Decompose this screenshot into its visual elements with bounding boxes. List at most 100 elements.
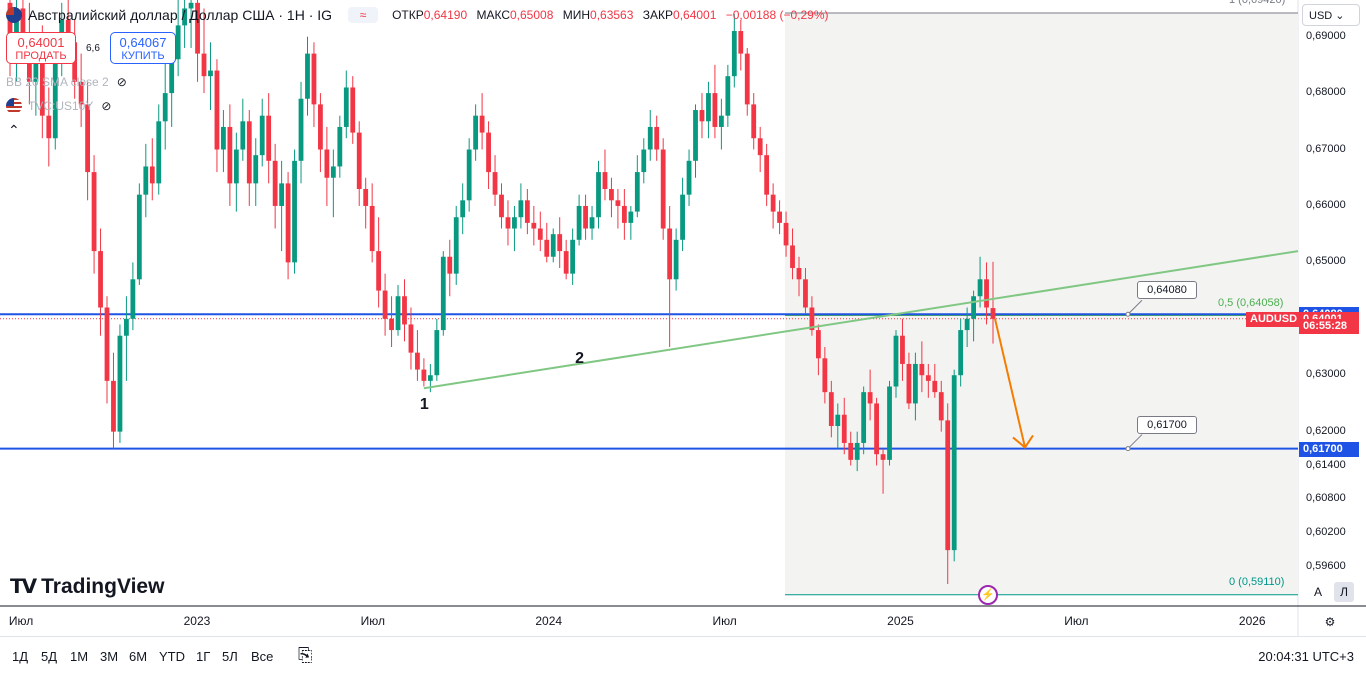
candle-body (65, 19, 71, 43)
candle-body (85, 104, 91, 173)
candle-body (589, 217, 595, 229)
candle-body (893, 335, 899, 387)
candle-body (227, 126, 233, 184)
candle-body (156, 121, 162, 184)
calendar-range-icon[interactable]: ⎘ (298, 645, 313, 665)
candle-body (20, 8, 26, 37)
tf-1d[interactable]: 1Д (12, 649, 29, 664)
auto-scale-button[interactable]: A (1313, 585, 1322, 599)
candle-body (214, 70, 220, 150)
eye-hidden-icon[interactable]: ⊘ (101, 99, 112, 113)
candle-body (731, 31, 737, 77)
y-tick-label: 0,59600 (1306, 560, 1346, 573)
candle-body (880, 454, 886, 460)
candle-body (596, 172, 601, 218)
candle-body (369, 205, 375, 252)
tf-6m[interactable]: 6М (129, 649, 148, 664)
candle-body (253, 155, 259, 184)
x-tick-label: 2026 (1238, 614, 1266, 628)
ohlc-open-value: 0,64190 (423, 8, 468, 22)
candle-body (583, 205, 588, 229)
candle-body (912, 363, 918, 404)
tradingview-logo-text: TradingView (41, 574, 165, 598)
utc-clock[interactable]: 20:04:31 UTC+3 (1258, 649, 1354, 664)
candle-body (576, 205, 582, 240)
candle-body (447, 256, 453, 274)
candle-body (350, 87, 356, 133)
candle-body (938, 392, 944, 421)
candle-body (693, 110, 698, 161)
candle-body (434, 330, 440, 376)
candle-body (680, 194, 685, 240)
candle-body (305, 53, 310, 99)
candle-body (945, 420, 951, 551)
chart-header: Австралийский доллар / Доллар США · 1H ·… (6, 6, 835, 24)
candle-body (906, 363, 912, 404)
candle-body (984, 279, 989, 308)
candle-body (725, 76, 731, 116)
candle-body (311, 53, 317, 105)
candle-body (841, 414, 847, 443)
candle-body (570, 239, 576, 274)
buy-button[interactable]: 0,64067 КУПИТЬ (110, 32, 176, 64)
candle-body (492, 172, 498, 195)
y-tick-label: 0,67000 (1306, 142, 1346, 155)
chevron-up-icon[interactable]: ⌃ (8, 122, 20, 138)
tf-3m[interactable]: 3М (100, 649, 119, 664)
tf-5d[interactable]: 5Д (41, 649, 58, 664)
y-tick-label: 0,63000 (1306, 368, 1346, 381)
candle-body (544, 239, 550, 257)
log-scale-button[interactable]: Л (1334, 582, 1354, 602)
symbol-title[interactable]: Австралийский доллар / Доллар США · 1H ·… (28, 7, 333, 23)
candle-body (777, 211, 782, 223)
tf-1m[interactable]: 1М (70, 649, 89, 664)
tf-1y[interactable]: 1Г (196, 649, 211, 664)
tf-all[interactable]: Все (251, 649, 274, 664)
fib-label-05: 0,5 (0,64058) (1218, 296, 1284, 309)
eye-hidden-icon[interactable]: ⊘ (116, 75, 127, 89)
candle-body (848, 442, 854, 460)
candle-body (512, 217, 517, 229)
indicator-us10y[interactable]: TVC:US10Y ⊘ (6, 98, 111, 114)
candle-body (887, 386, 892, 460)
candle-body (751, 104, 757, 139)
ohlc-high-key: МАКС (476, 8, 510, 22)
indicator-bb-label: BB 20 SMA close 2 (6, 75, 109, 89)
candle-body (460, 200, 466, 218)
indicator-bb[interactable]: BB 20 SMA close 2 ⊘ (6, 75, 127, 89)
candle-body (524, 200, 530, 223)
tf-5y[interactable]: 5Л (222, 649, 238, 664)
sell-button[interactable]: 0,64001 ПРОДАТЬ (6, 32, 76, 64)
tf-ytd[interactable]: YTD (159, 649, 185, 664)
candle-body (162, 93, 168, 122)
price-chart[interactable] (0, 0, 1366, 636)
candle-body (143, 166, 149, 195)
candle-body (634, 172, 640, 212)
candle-body (563, 251, 569, 274)
x-tick-label: Июл (1064, 614, 1089, 628)
level-callout: 0,61700 (1137, 415, 1197, 434)
data-badge[interactable]: ≈ (348, 7, 379, 23)
candle-body (259, 115, 265, 156)
candle-body (867, 392, 873, 404)
candle-body (958, 330, 964, 376)
x-tick-label: 2023 (183, 614, 211, 628)
candle-body (356, 132, 362, 190)
x-tick-label: 2024 (535, 614, 563, 628)
candle-body (188, 2, 194, 9)
candle-body (505, 217, 511, 229)
candle-body (182, 8, 188, 26)
settings-gear-icon[interactable]: ⚙ (1324, 615, 1336, 629)
sell-price: 0,64001 (17, 35, 65, 50)
candle-body (427, 375, 433, 381)
event-bolt-icon[interactable]: ⚡ (978, 585, 998, 605)
candle-body (330, 166, 336, 178)
y-tick-label: 0,60800 (1306, 492, 1346, 505)
y-tick-label: 0,61400 (1306, 458, 1346, 471)
candle-body (835, 414, 841, 427)
candle-body (39, 53, 45, 116)
au-flag-icon (6, 7, 22, 23)
currency-select[interactable]: USD ⌄ (1302, 4, 1360, 26)
candle-body (537, 228, 543, 240)
y-tick-label: 0,62000 (1306, 424, 1346, 437)
